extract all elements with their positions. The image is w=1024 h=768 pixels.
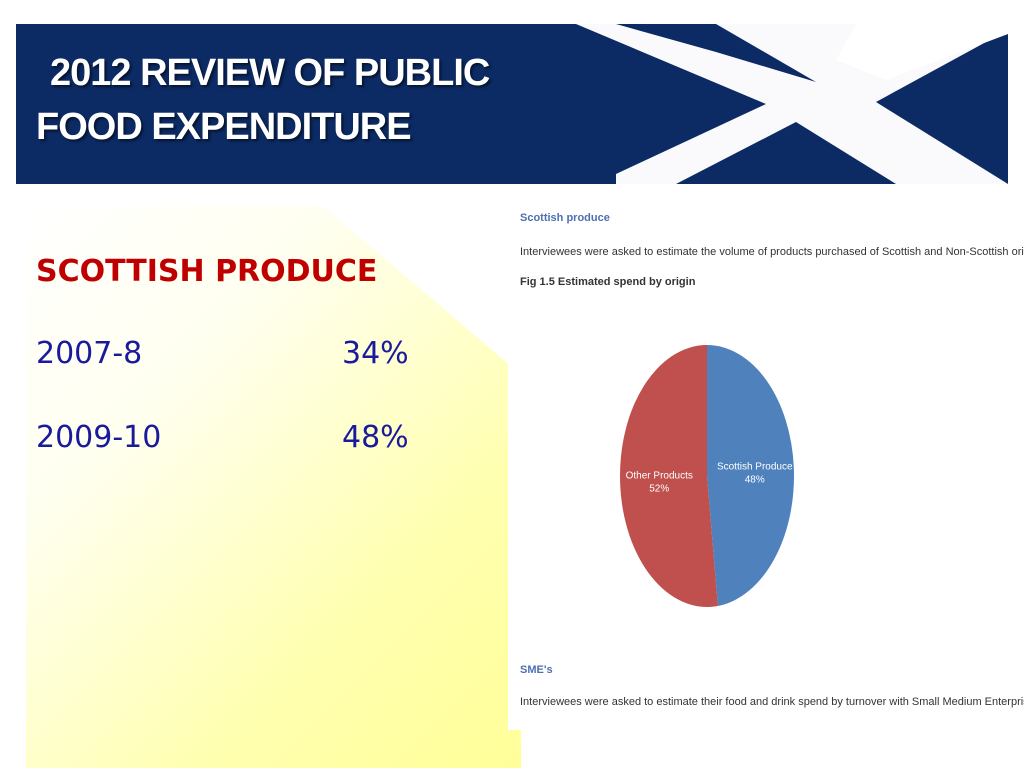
- pie-label: Other Products 52%: [626, 471, 693, 495]
- stat-value: 34%: [342, 336, 409, 371]
- stat-value: 48%: [342, 420, 409, 455]
- page-title-line-2: FOOD EXPENDITURE: [36, 106, 412, 148]
- title-banner: 2012 REVIEW OF PUBLIC FOOD EXPENDITURE: [16, 24, 1008, 184]
- report-intro-text: Interviewees were asked to estimate the …: [520, 246, 1024, 258]
- saltire-flag-graphic: [576, 24, 1008, 184]
- page-title-line-1: 2012 REVIEW OF PUBLIC: [50, 52, 490, 94]
- pie-slice-other-products: [620, 345, 718, 607]
- report-next-heading: SME's: [520, 664, 553, 676]
- pie-label: Scottish Produce 48%: [717, 461, 793, 485]
- pie-chart: Scottish Produce 48% Other Products 52%: [620, 345, 795, 607]
- gradient-panel: [26, 206, 521, 768]
- section-heading: SCOTTISH PRODUCE: [36, 254, 378, 289]
- figure-caption: Fig 1.5 Estimated spend by origin: [520, 276, 696, 288]
- report-excerpt: Scottish produce Interviewees were asked…: [508, 206, 1024, 730]
- report-section-heading: Scottish produce: [520, 212, 610, 224]
- page-title: 2012 REVIEW OF PUBLIC FOOD EXPENDITURE: [36, 46, 490, 154]
- stat-year: 2007-8: [36, 336, 143, 371]
- report-next-text: Interviewees were asked to estimate thei…: [520, 696, 1024, 708]
- stat-year: 2009-10: [36, 420, 162, 455]
- pie-slice-scottish-produce: [707, 345, 795, 606]
